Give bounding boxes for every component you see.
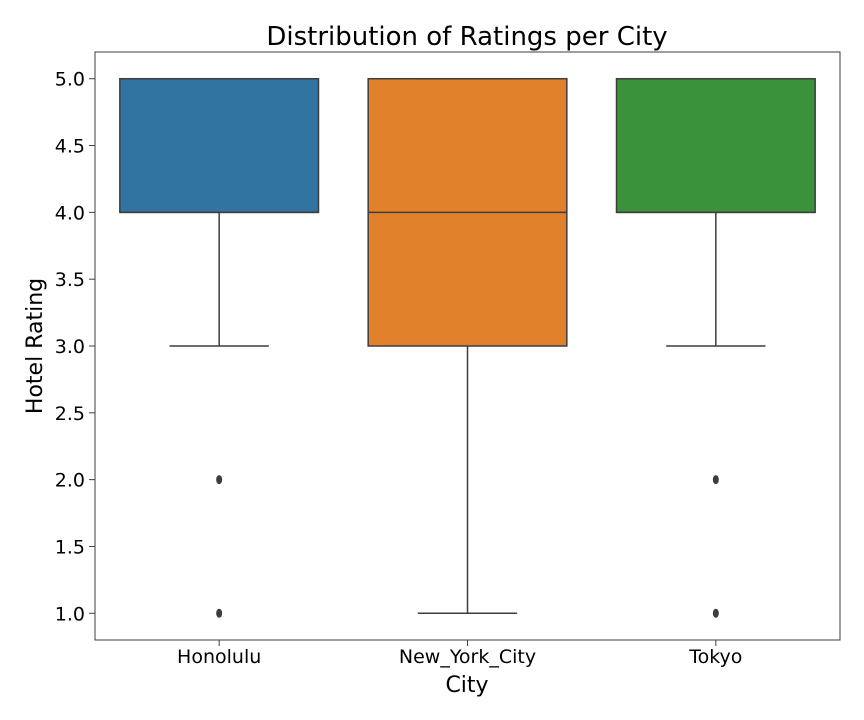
outlier-point <box>216 475 223 485</box>
outlier-point <box>712 608 719 618</box>
box-new-york-city <box>367 77 568 615</box>
box-honolulu <box>119 77 320 618</box>
x-tick-label: Tokyo <box>688 646 742 668</box>
boxes <box>119 77 816 618</box>
box-iqr <box>615 77 816 214</box>
plot-frame-border <box>94 51 841 641</box>
outlier-point <box>216 608 223 618</box>
x-axis: Honolulu New_York_City Tokyo <box>177 640 742 668</box>
y-tick-label: 1.5 <box>55 536 85 558</box>
y-tick-label: 4.0 <box>55 202 85 224</box>
box-tokyo <box>615 77 816 618</box>
y-tick-label: 2.5 <box>55 403 85 425</box>
x-axis-label: City <box>445 673 488 698</box>
x-tick-label: New_York_City <box>399 646 536 668</box>
box-iqr <box>119 77 320 214</box>
y-axis-label: Hotel Rating <box>23 278 48 414</box>
chart-title: Distribution of Ratings per City <box>266 22 667 52</box>
y-tick-label: 3.0 <box>55 336 85 358</box>
x-tick-label: Honolulu <box>177 646 261 668</box>
y-tick-label: 3.5 <box>55 269 85 291</box>
y-tick-label: 5.0 <box>55 69 85 91</box>
y-tick-label: 4.5 <box>55 136 85 158</box>
y-tick-label: 1.0 <box>55 603 85 625</box>
y-tick-label: 2.0 <box>55 470 85 492</box>
outlier-point <box>712 475 719 485</box>
y-axis: 1.0 1.5 2.0 2.5 3.0 3.5 4.0 4.5 5.0 <box>55 69 95 625</box>
